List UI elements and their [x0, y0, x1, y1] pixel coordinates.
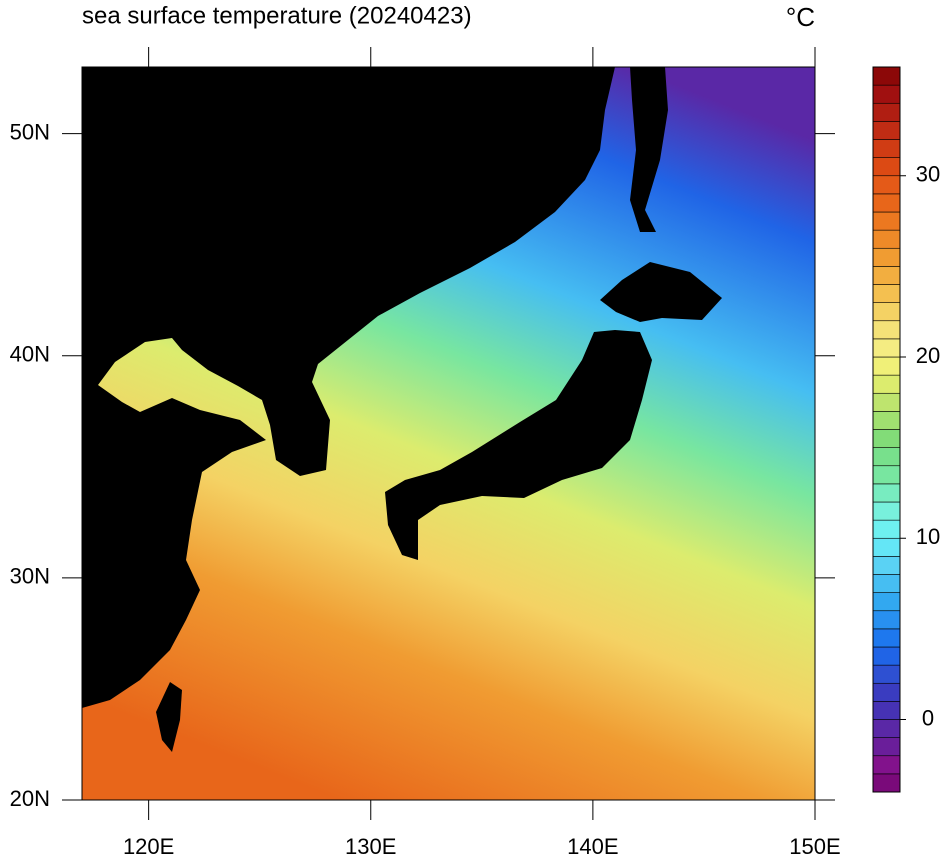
- colorbar-band: [872, 66, 901, 86]
- colorbar-band: [872, 229, 901, 249]
- colorbar-band: [872, 664, 901, 684]
- colorbar-band: [872, 121, 901, 140]
- map-frame: [81, 66, 816, 801]
- title: sea surface temperature (20240423): [82, 2, 472, 29]
- colorbar-tick-label: 30: [916, 162, 940, 187]
- y-tick-label: 40N: [10, 342, 50, 367]
- colorbar-band: [872, 465, 901, 485]
- colorbar-band: [872, 610, 901, 630]
- units: °C: [786, 2, 815, 32]
- colorbar-band: [872, 266, 901, 285]
- colorbar-band: [872, 483, 901, 503]
- colorbar-band: [872, 719, 901, 738]
- map: [82, 67, 815, 800]
- colorbar-band: [872, 574, 901, 593]
- colorbar-band: [872, 646, 901, 666]
- colorbar-band: [872, 429, 901, 448]
- colorbar-band: [872, 755, 901, 775]
- colorbar-band: [872, 175, 901, 195]
- colorbar-band: [872, 392, 901, 412]
- x-tick-label: 130E: [345, 834, 396, 858]
- y-tick-label: 20N: [10, 786, 50, 811]
- colorbar-band: [872, 356, 901, 376]
- colorbar-band: [872, 411, 901, 430]
- y-tick-label: 30N: [10, 564, 50, 589]
- x-tick-label: 150E: [789, 834, 840, 858]
- colorbar-band: [872, 537, 901, 557]
- colorbar-tick-label: 0: [922, 705, 934, 730]
- asia: [82, 67, 615, 708]
- colorbar-band: [872, 320, 901, 340]
- colorbar-tick-label: 10: [916, 524, 940, 549]
- colorbar-band: [872, 447, 901, 467]
- colorbar-band: [872, 139, 901, 158]
- colorbar-band: [872, 628, 901, 648]
- colorbar-band: [872, 556, 901, 575]
- colorbar-band: [872, 284, 901, 303]
- colorbar-band: [872, 701, 901, 720]
- hokkaido: [600, 262, 722, 322]
- taiwan: [156, 682, 182, 752]
- colorbar-frame: [872, 66, 901, 793]
- colorbar-tick-label: 20: [916, 343, 940, 368]
- colorbar-band: [872, 682, 901, 702]
- colorbar-band: [872, 737, 901, 757]
- japan: [385, 330, 652, 560]
- x-tick-label: 140E: [567, 834, 618, 858]
- y-tick-label: 50N: [10, 119, 50, 144]
- colorbar-band: [872, 193, 901, 213]
- colorbar-band: [872, 247, 901, 267]
- colorbar-band: [872, 157, 901, 177]
- colorbar-band: [872, 338, 901, 358]
- colorbar-band: [872, 519, 901, 539]
- colorbar-band: [872, 302, 901, 322]
- colorbar-band: [872, 84, 901, 104]
- colorbar-band: [872, 374, 901, 394]
- colorbar-band: [872, 501, 901, 521]
- x-tick-label: 120E: [123, 834, 174, 858]
- colorbar-band: [872, 773, 901, 793]
- colorbar-band: [872, 592, 901, 612]
- colorbar-band: [872, 211, 901, 231]
- colorbar: 0 10 20 30: [872, 66, 940, 793]
- colorbar-band: [872, 102, 901, 122]
- sakhalin: [630, 67, 668, 232]
